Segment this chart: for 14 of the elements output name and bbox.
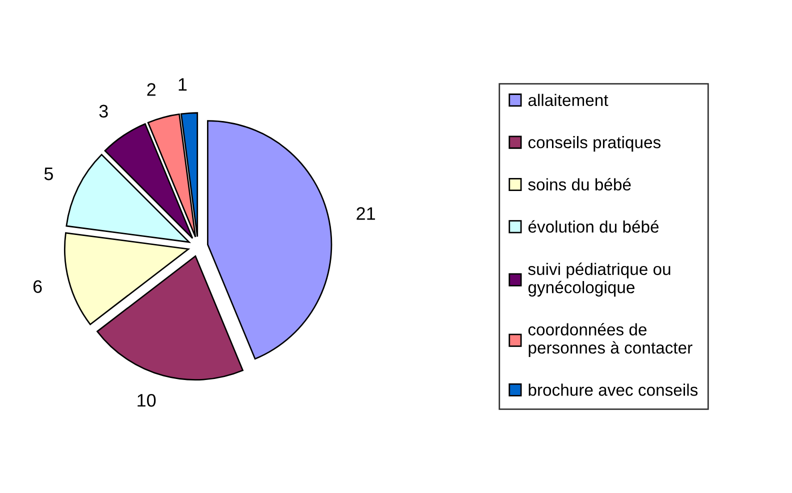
data-label: 6 (33, 280, 42, 293)
data-label: 21 (356, 207, 375, 220)
legend-label: soins du bébé (528, 178, 631, 190)
data-label: 5 (44, 168, 53, 180)
legend-label: brochure avec conseils (528, 384, 698, 396)
data-label: 2 (147, 83, 156, 96)
legend-label: conseils pratiques (528, 136, 661, 152)
data-label: 3 (99, 104, 108, 118)
data-label: 1 (178, 78, 187, 91)
data-label: 10 (138, 394, 156, 407)
legend-label: allaitement (528, 94, 608, 106)
legend-label: suivi pédiatrique ou gynécologique (528, 262, 670, 297)
legend-label: évolution du bébé (528, 220, 659, 233)
legend-label: coordonnées de personnes à contacter (528, 323, 692, 357)
